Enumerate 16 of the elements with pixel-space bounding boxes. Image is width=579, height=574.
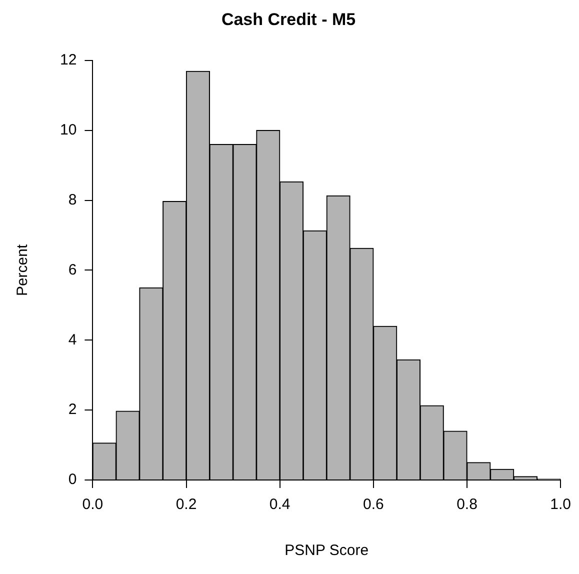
y-tick-label: 12 <box>60 52 77 69</box>
x-tick-label: 0.6 <box>362 496 384 514</box>
y-tick-label: 4 <box>68 331 77 348</box>
y-tick-label: 6 <box>68 261 77 278</box>
x-tick-label: 1.0 <box>550 496 572 514</box>
y-tick-label: 10 <box>60 121 77 138</box>
x-tick-label: 0.2 <box>176 496 197 514</box>
x-axis-title: PSNP Score <box>284 542 369 560</box>
y-tick-label: 2 <box>68 401 77 418</box>
x-tick-label: 0.8 <box>456 496 478 514</box>
x-tick-label: 0.0 <box>82 496 104 514</box>
x-tick-label: 0.4 <box>269 496 290 514</box>
y-tick-label: 0 <box>68 471 77 488</box>
y-tick-label: 8 <box>68 191 77 208</box>
chart-title: Cash Credit - M5 <box>221 10 356 29</box>
y-axis-title: Percent <box>14 244 32 296</box>
